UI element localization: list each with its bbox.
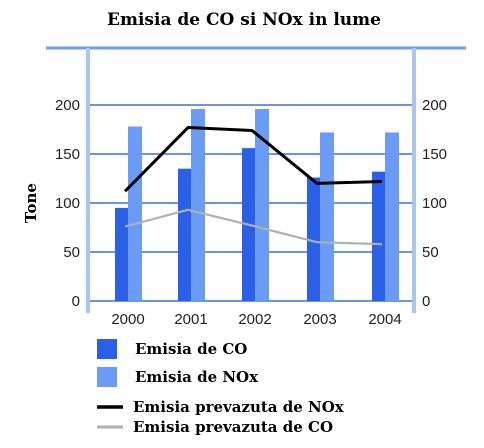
x-tick-2003: 2003: [303, 311, 336, 328]
y-tick-left-0: 0: [72, 293, 80, 310]
legend-co-forecast-label: Emisia prevazuta de CO: [133, 418, 333, 436]
legend-co-label: Emisia de CO: [135, 340, 247, 358]
x-tick-2000: 2000: [111, 311, 144, 328]
legend-nox-swatch: [97, 367, 117, 387]
y-tick-right-50: 50: [422, 244, 439, 261]
bar-co-2001: [178, 168, 192, 301]
y-tick-left-200: 200: [55, 97, 80, 114]
lines: [123, 126, 383, 246]
bar-co-2003: [307, 177, 321, 301]
y-tick-left-50: 50: [63, 244, 80, 261]
tick-labels: 0 0 50 50 100 100 150 150 200 200 2000 2001 2002 2003…: [55, 97, 447, 328]
bar-nox-2002: [255, 108, 269, 301]
x-tick-2001: 2001: [174, 311, 207, 328]
bar-nox-2000: [128, 126, 142, 301]
legend-co-swatch: [97, 339, 117, 359]
bar-co-2004: [372, 171, 386, 301]
y-tick-left-150: 150: [55, 146, 80, 163]
line-nox-forecast: [123, 126, 383, 193]
bars: [115, 108, 399, 301]
y-tick-right-0: 0: [422, 293, 430, 310]
bar-nox-2004: [385, 132, 399, 301]
y-tick-right-150: 150: [422, 146, 447, 163]
chart-title: Emisia de CO si NOx in lume: [107, 10, 381, 30]
bar-co-2000: [115, 207, 129, 301]
y-tick-right-200: 200: [422, 97, 447, 114]
y-tick-left-100: 100: [55, 195, 80, 212]
bar-nox-2001: [191, 108, 205, 301]
plot-frame: [46, 46, 466, 313]
legend: Emisia de CO Emisia de NOx Emisia prevazut…: [97, 339, 345, 436]
y-axis-label: Tone: [22, 183, 40, 223]
line-co-forecast: [124, 208, 383, 246]
legend-nox-forecast-label: Emisia prevazuta de NOx: [133, 398, 345, 416]
legend-nox-label: Emisia de NOx: [135, 368, 259, 386]
bar-nox-2003: [320, 132, 334, 301]
x-tick-2004: 2004: [368, 311, 401, 328]
y-tick-right-100: 100: [422, 195, 447, 212]
x-tick-2002: 2002: [238, 311, 271, 328]
